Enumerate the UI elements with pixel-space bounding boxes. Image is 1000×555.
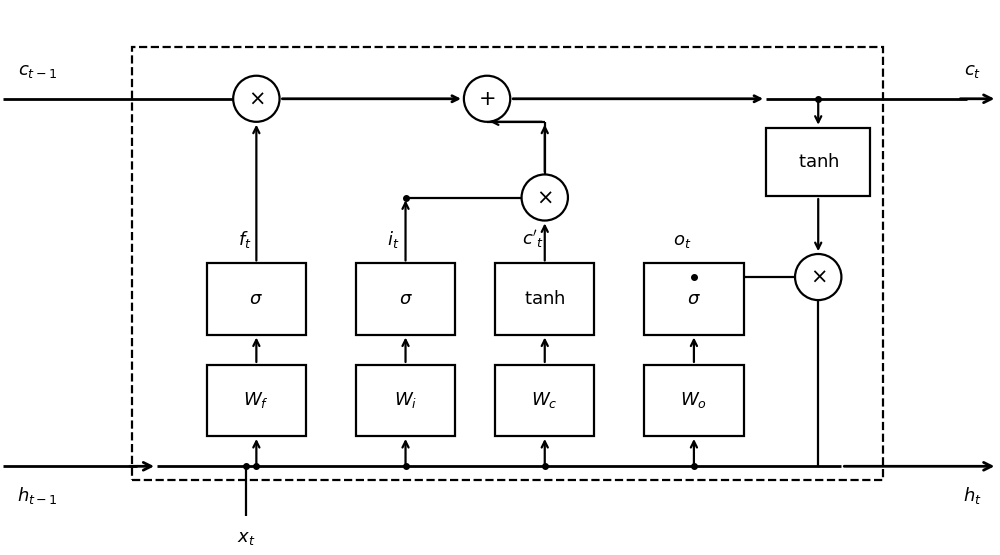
Text: $\times$: $\times$ bbox=[810, 267, 827, 287]
Text: $\sigma$: $\sigma$ bbox=[249, 290, 263, 308]
Text: $W_f$: $W_f$ bbox=[243, 391, 269, 411]
Text: $c_{t-1}$: $c_{t-1}$ bbox=[18, 62, 57, 79]
Bar bbox=[207, 365, 306, 436]
Ellipse shape bbox=[233, 75, 280, 122]
Text: $W_c$: $W_c$ bbox=[531, 391, 558, 411]
Text: $\mathrm{tanh}$: $\mathrm{tanh}$ bbox=[798, 153, 839, 171]
Ellipse shape bbox=[795, 254, 841, 300]
Ellipse shape bbox=[464, 75, 510, 122]
Text: $\mathrm{tanh}$: $\mathrm{tanh}$ bbox=[524, 290, 565, 308]
Bar bbox=[644, 263, 744, 335]
Text: $+$: $+$ bbox=[478, 89, 496, 109]
Text: $\sigma$: $\sigma$ bbox=[687, 290, 701, 308]
Text: $\sigma$: $\sigma$ bbox=[399, 290, 412, 308]
Text: $\times$: $\times$ bbox=[536, 188, 553, 208]
Text: $o_t$: $o_t$ bbox=[673, 231, 691, 250]
Bar bbox=[644, 365, 744, 436]
Bar bbox=[356, 365, 455, 436]
Text: $f_t$: $f_t$ bbox=[238, 229, 251, 250]
Bar bbox=[495, 365, 594, 436]
Text: $W_o$: $W_o$ bbox=[680, 391, 707, 411]
Bar bbox=[132, 47, 883, 480]
Text: $c_t$: $c_t$ bbox=[964, 62, 981, 79]
Bar bbox=[495, 263, 594, 335]
Text: $x_t$: $x_t$ bbox=[237, 529, 256, 547]
Ellipse shape bbox=[522, 174, 568, 220]
Text: $h_{t-1}$: $h_{t-1}$ bbox=[17, 486, 58, 507]
Text: $c'_t$: $c'_t$ bbox=[522, 228, 544, 250]
Text: $W_i$: $W_i$ bbox=[394, 391, 417, 411]
Bar bbox=[207, 263, 306, 335]
Bar bbox=[766, 128, 870, 196]
Text: $i_t$: $i_t$ bbox=[387, 229, 400, 250]
Text: $h_t$: $h_t$ bbox=[963, 486, 982, 507]
Text: $\times$: $\times$ bbox=[248, 89, 265, 109]
Bar bbox=[356, 263, 455, 335]
